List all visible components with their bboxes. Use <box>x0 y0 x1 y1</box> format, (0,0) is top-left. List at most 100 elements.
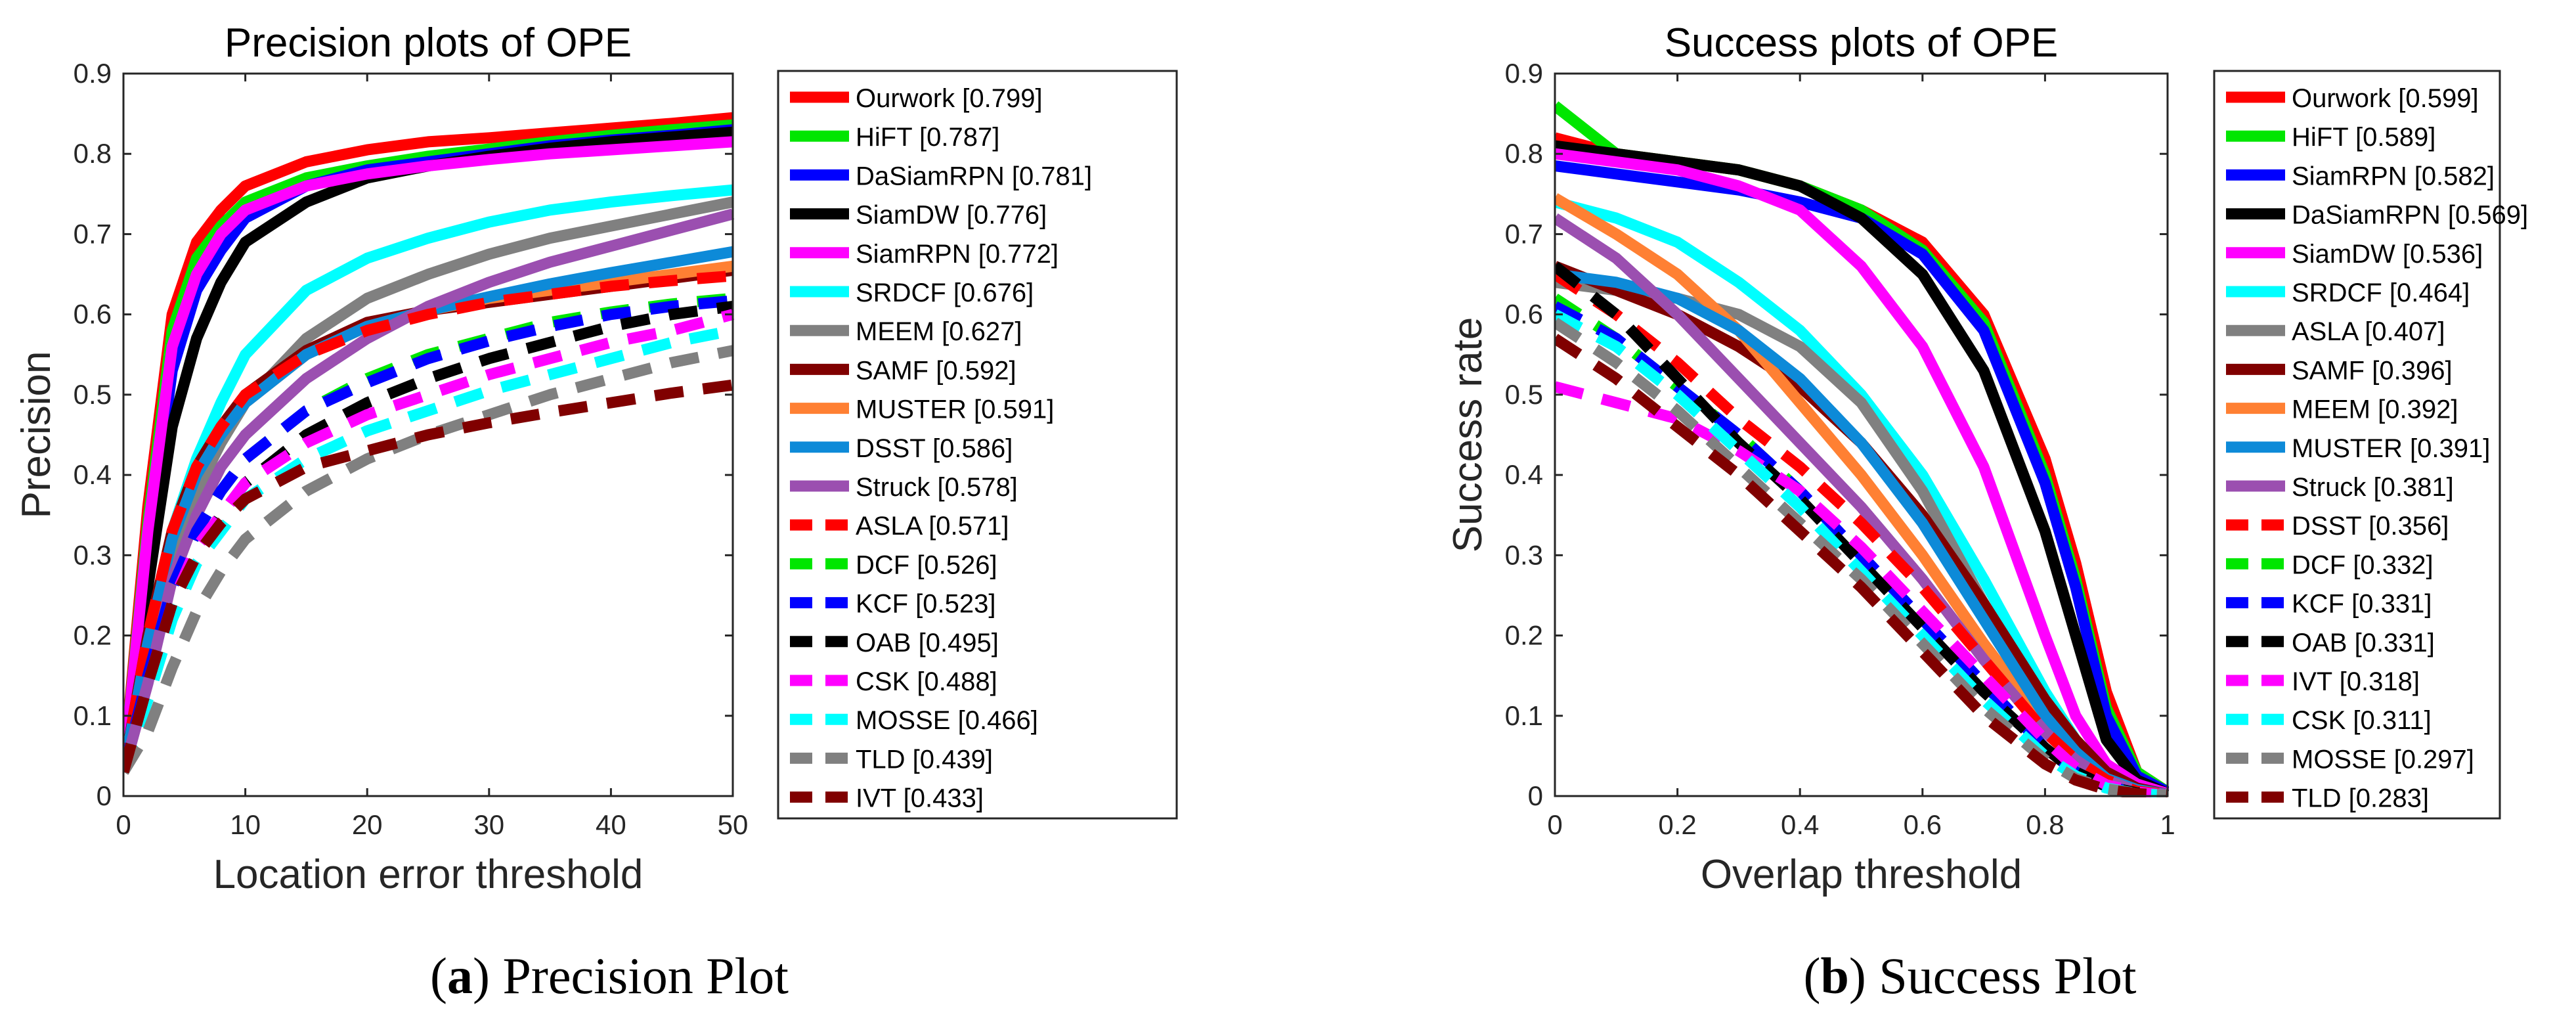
success-series-group <box>1555 101 2169 797</box>
success-y-tick-label: 0.2 <box>1505 620 1543 651</box>
precision-y-tick-label: 0.9 <box>74 58 112 89</box>
success-legend-label-4: SiamDW [0.536] <box>2292 240 2483 269</box>
success-legend-label-0: Ourwork [0.599] <box>2292 84 2479 113</box>
success-series-line-3 <box>1555 140 2169 797</box>
caption-a-text: Precision Plot <box>490 947 789 1004</box>
caption-a-letter: a <box>447 947 473 1004</box>
caption-b: (b) Success Plot <box>1803 947 2136 1004</box>
precision-legend-label-7: SAMF [0.592] <box>856 356 1016 385</box>
success-legend-label-12: DCF [0.332] <box>2292 550 2434 579</box>
success-legend-label-1: HiFT [0.589] <box>2292 123 2435 152</box>
precision-legend-label-3: SiamDW [0.776] <box>856 201 1047 230</box>
precision-y-tick-label: 0.1 <box>74 700 112 731</box>
precision-series-line-15 <box>123 309 734 774</box>
precision-legend-label-12: DCF [0.526] <box>856 550 997 579</box>
success-y-tick-label: 0.4 <box>1505 459 1543 490</box>
precision-legend-label-13: KCF [0.523] <box>856 590 995 619</box>
success-plot-panel: 0 0.2 0.4 0.6 0.8 1 0 0.1 0.2 0.3 0.4 0.5 0.6 0.7 0.8 0… <box>1445 20 2528 897</box>
precision-x-tick-label: 0 <box>116 809 131 840</box>
success-legend-label-5: SRDCF [0.464] <box>2292 278 2470 307</box>
success-x-tick-label: 1 <box>2160 809 2175 840</box>
precision-x-tick-label: 40 <box>596 809 626 840</box>
precision-x-axis-label: Location error threshold <box>213 852 644 897</box>
success-legend-label-13: KCF [0.331] <box>2292 590 2432 619</box>
success-legend-label-17: MOSSE [0.297] <box>2292 745 2474 774</box>
success-series-line-2 <box>1555 160 2169 797</box>
success-legend-label-6: ASLA [0.407] <box>2292 317 2445 346</box>
success-y-tick-label: 0.3 <box>1505 539 1543 570</box>
success-axes-frame <box>1554 72 2169 797</box>
precision-series-line-14 <box>123 300 734 774</box>
success-series-line-17 <box>1555 317 2168 797</box>
success-y-tick-label: 0.9 <box>1505 58 1543 89</box>
precision-legend-label-8: MUSTER [0.591] <box>856 395 1054 424</box>
precision-legend-label-4: SiamRPN [0.772] <box>856 240 1059 269</box>
precision-y-tick-label: 0.5 <box>74 379 112 410</box>
success-legend-label-2: SiamRPN [0.582] <box>2292 162 2495 190</box>
precision-y-tick-label: 0.8 <box>74 138 112 169</box>
success-y-tick-label: 0.1 <box>1505 700 1543 731</box>
success-legend: Ourwork [0.599] HiFT [0.589] SiamRPN [0.58… <box>2213 70 2528 820</box>
precision-series-line-6 <box>123 196 734 774</box>
caption-a: (a) Precision Plot <box>430 947 789 1004</box>
success-series-line-14 <box>1555 261 2168 797</box>
caption-b-text: Success Plot <box>1866 947 2137 1004</box>
success-legend-label-16: CSK [0.311] <box>2292 706 2432 735</box>
success-x-tick-label: 0.2 <box>1658 809 1696 840</box>
precision-y-tick-label: 0.3 <box>74 539 112 570</box>
success-series-line-18 <box>1555 334 2168 797</box>
precision-legend-label-6: MEEM [0.627] <box>856 317 1022 346</box>
success-title: Success plots of OPE <box>1665 20 2059 66</box>
precision-legend-label-16: MOSSE [0.466] <box>856 706 1038 735</box>
precision-x-tick-label: 50 <box>718 809 749 840</box>
precision-x-tick-label: 10 <box>230 809 261 840</box>
precision-series-line-3 <box>123 126 733 773</box>
success-legend-label-11: DSST [0.356] <box>2292 512 2449 541</box>
precision-axes-frame <box>122 72 734 797</box>
precision-series-line-17 <box>123 345 734 775</box>
success-legend-label-10: Struck [0.381] <box>2292 473 2454 502</box>
precision-y-tick-label: 0.6 <box>74 299 112 330</box>
precision-legend-label-9: DSST [0.586] <box>856 434 1013 463</box>
success-series-line-16 <box>1555 309 2168 797</box>
success-legend-label-3: DaSiamRPN [0.569] <box>2292 201 2528 230</box>
precision-legend-label-10: Struck [0.578] <box>856 473 1018 502</box>
precision-title: Precision plots of OPE <box>225 20 632 66</box>
success-x-tick-label: 0.4 <box>1781 809 1819 840</box>
precision-legend-label-17: TLD [0.439] <box>856 745 993 774</box>
precision-legend-label-15: CSK [0.488] <box>856 667 997 696</box>
success-legend-label-18: TLD [0.283] <box>2292 784 2429 813</box>
precision-plot-panel: 0 10 20 30 40 50 0 0.1 0.2 0.3 0.4 0.5 0.6 0.7 0.8 0.9 P… <box>14 20 1178 897</box>
precision-series-line-18 <box>123 379 734 774</box>
precision-series-group <box>123 112 734 775</box>
precision-legend-label-14: OAB [0.495] <box>856 629 999 657</box>
precision-x-tick-label: 20 <box>352 809 383 840</box>
success-x-axis-label: Overlap threshold <box>1701 852 2022 897</box>
precision-legend-label-5: SRDCF [0.676] <box>856 278 1034 307</box>
success-y-tick-label: 0.5 <box>1505 379 1543 410</box>
success-y-axis-label: Success rate <box>1445 317 1491 552</box>
success-legend-label-8: MEEM [0.392] <box>2292 395 2458 424</box>
success-legend-label-15: IVT [0.318] <box>2292 667 2420 696</box>
precision-series-line-11 <box>123 270 733 773</box>
success-legend-label-14: OAB [0.331] <box>2292 629 2435 657</box>
success-x-tick-label: 0 <box>1547 809 1562 840</box>
success-y-tick-label: 0.6 <box>1505 299 1543 330</box>
precision-legend-label-11: ASLA [0.571] <box>856 512 1009 541</box>
precision-legend-label-1: HiFT [0.787] <box>856 123 999 152</box>
precision-y-tick-label: 0 <box>97 780 112 811</box>
success-y-tick-label: 0.7 <box>1505 218 1543 249</box>
precision-x-tick-label: 30 <box>473 809 504 840</box>
precision-y-tick-label: 0.2 <box>74 620 112 651</box>
success-x-tick-label: 0.8 <box>2026 809 2064 840</box>
success-legend-label-9: MUSTER [0.391] <box>2292 434 2490 463</box>
caption-b-letter: b <box>1820 947 1848 1004</box>
precision-series-line-16 <box>123 324 734 774</box>
success-legend-label-7: SAMF [0.396] <box>2292 356 2453 385</box>
precision-legend-label-2: DaSiamRPN [0.781] <box>856 162 1092 190</box>
precision-series-line-4 <box>123 136 733 773</box>
precision-legend-label-0: Ourwork [0.799] <box>856 84 1043 113</box>
success-x-tick-label: 0.6 <box>1904 809 1942 840</box>
success-y-tick-label: 0.8 <box>1505 138 1543 169</box>
